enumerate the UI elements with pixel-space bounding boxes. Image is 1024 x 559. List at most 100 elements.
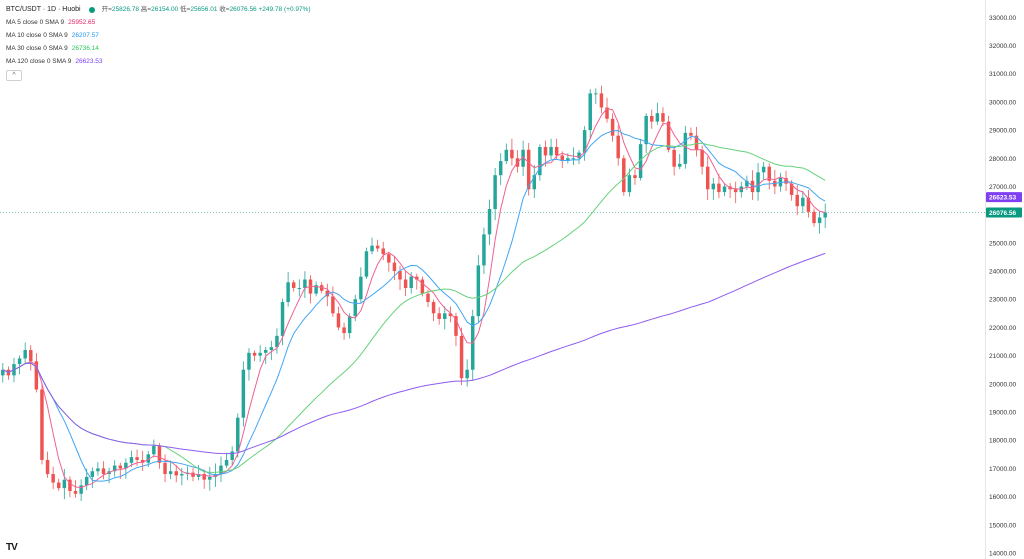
candle-body <box>275 335 279 348</box>
low-value: 25656.01 <box>190 6 218 13</box>
candle-body <box>124 462 128 469</box>
candle-body <box>1 369 5 376</box>
candle-body <box>252 352 257 356</box>
candle-body <box>426 293 430 303</box>
candle-body <box>582 130 587 153</box>
candle-body <box>526 149 531 190</box>
candle-body <box>140 459 145 463</box>
candle-body <box>258 352 262 356</box>
candle-body <box>347 316 352 334</box>
candle-body <box>801 197 805 207</box>
y-tick-label: 28000.00 <box>989 156 1016 163</box>
candle-body <box>532 175 537 190</box>
candle-body <box>381 248 385 255</box>
ma30-value: 26736.14 <box>71 45 99 52</box>
candle-body <box>264 349 268 353</box>
open-label: 开= <box>101 6 112 13</box>
candle-body <box>342 327 346 334</box>
tradingview-logo[interactable]: TV <box>6 542 18 553</box>
candle-body <box>40 389 44 460</box>
ma10-legend[interactable]: MA 10 close 0 SMA 9 26207.57 <box>6 29 311 42</box>
candle-body <box>655 113 660 122</box>
candle-body <box>387 254 391 263</box>
candle-body <box>789 183 794 195</box>
candle-body <box>375 245 380 249</box>
candle-body <box>554 146 559 156</box>
candle-body <box>431 302 436 314</box>
y-tick-label: 14000.00 <box>989 551 1016 558</box>
candle-body <box>750 180 755 193</box>
symbol-title[interactable]: BTC/USDT · 1D · Huobi <box>6 6 81 13</box>
candle-body <box>521 149 525 167</box>
candle-body <box>146 454 150 463</box>
y-tick-label: 19000.00 <box>989 410 1016 417</box>
y-tick-label: 32000.00 <box>989 43 1016 50</box>
candle-body <box>510 149 514 159</box>
candle-body <box>678 163 682 167</box>
candle-body <box>504 149 509 162</box>
candle-body <box>168 471 173 475</box>
low-label: 低= <box>180 6 191 13</box>
collapse-legend-button[interactable]: ^ <box>6 70 22 81</box>
price-axis-bar[interactable] <box>985 0 1024 559</box>
y-tick-label: 24000.00 <box>989 269 1016 276</box>
candle-body <box>17 358 22 365</box>
candle-body <box>398 271 402 280</box>
candle-body <box>666 121 671 150</box>
candle-body <box>756 172 760 193</box>
candle-body <box>23 349 27 359</box>
candle-body <box>443 313 447 319</box>
candle-body <box>269 347 274 350</box>
candle-body <box>79 485 83 494</box>
ma10-line <box>2 130 826 482</box>
candle-body <box>610 118 615 136</box>
candle-body <box>437 313 441 319</box>
candle-body <box>129 457 134 463</box>
candle-body <box>68 479 72 491</box>
candle-body <box>297 287 302 289</box>
ma120-legend[interactable]: MA 120 close 0 SMA 9 26623.53 <box>6 55 311 68</box>
candle-body <box>45 459 50 475</box>
candle-body <box>487 209 492 235</box>
candle-body <box>96 468 100 472</box>
y-tick-label: 29000.00 <box>989 128 1016 135</box>
candle-body <box>571 158 576 160</box>
candle-body <box>694 135 699 150</box>
candle-body <box>415 276 419 280</box>
y-tick-label: 22000.00 <box>989 325 1016 332</box>
price-axis[interactable]: 33000.00 32000.00 31000.00 30000.00 29000.00… <box>986 15 1022 558</box>
candle-body <box>543 146 548 156</box>
candle-body <box>62 479 67 489</box>
candle-body <box>224 459 229 466</box>
market-status-icon <box>88 6 95 13</box>
candle-body <box>280 302 285 336</box>
candle-body <box>817 217 822 224</box>
candle-body <box>689 132 693 136</box>
candle-body <box>180 474 184 476</box>
high-label: 高= <box>140 6 152 13</box>
candle-body <box>291 282 296 288</box>
candle-body <box>57 482 61 489</box>
candle-body <box>314 285 318 294</box>
candle-body <box>448 313 453 317</box>
ma5-legend[interactable]: MA 5 close 0 SMA 9 25952.65 <box>6 16 311 29</box>
candle-body <box>73 490 78 494</box>
ma120-price-tag <box>986 192 1022 203</box>
candle-body <box>722 186 727 193</box>
candle-body <box>112 465 117 472</box>
y-tick-label: 27000.00 <box>989 184 1016 191</box>
y-tick-label: 15000.00 <box>989 522 1016 529</box>
last-price-tag <box>986 207 1022 218</box>
candles <box>1 85 827 502</box>
candle-body <box>409 276 413 288</box>
candle-body <box>152 445 156 455</box>
ma30-line <box>2 142 826 473</box>
candle-body <box>538 146 542 176</box>
candle-body <box>599 93 604 108</box>
candle-body <box>174 471 178 476</box>
candle-body <box>219 465 223 475</box>
candle-body <box>588 93 592 131</box>
ma30-legend[interactable]: MA 30 close 0 SMA 9 26736.14 <box>6 42 311 55</box>
candle-body <box>627 175 632 193</box>
